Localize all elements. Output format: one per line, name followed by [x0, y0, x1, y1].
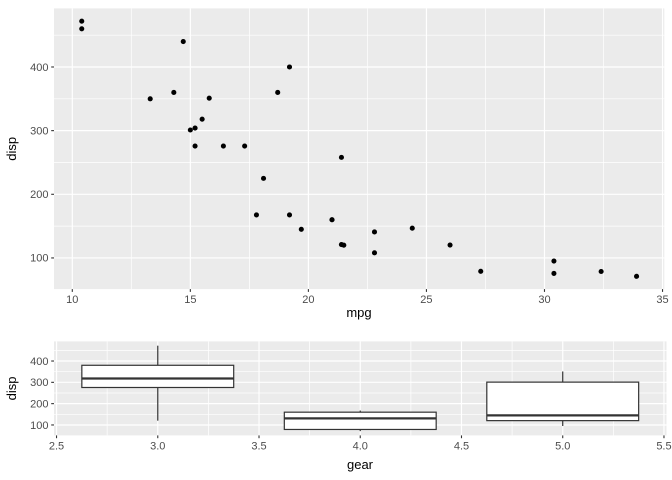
data-point [551, 258, 557, 264]
y-tick-label: 200 [30, 189, 48, 201]
scatter-x-axis-title: mpg [346, 305, 371, 320]
y-tick-label: 100 [30, 420, 48, 432]
data-point [338, 154, 344, 160]
data-point [286, 212, 293, 218]
boxplot-x-axis-title: gear [347, 457, 374, 472]
data-point [192, 125, 198, 131]
data-point [147, 96, 153, 102]
data-point [187, 127, 193, 133]
y-tick-label: 300 [30, 377, 48, 389]
panel-background [54, 8, 665, 290]
data-point [634, 273, 640, 279]
x-tick-label: 2.5 [49, 440, 64, 452]
x-tick-label: 4.5 [454, 440, 469, 452]
scatter-plot: 10 15 20 25 30 35 100 200 300 400 mpg disp [4, 8, 669, 320]
y-tick-label: 300 [30, 125, 48, 137]
x-tick-label: 5.5 [656, 440, 671, 452]
x-tick-label: 3.0 [150, 440, 165, 452]
data-point [551, 270, 557, 276]
data-point [171, 89, 177, 96]
data-point [286, 64, 293, 70]
data-point [253, 212, 259, 218]
data-point [409, 225, 415, 231]
data-point [180, 38, 186, 45]
y-tick-label: 400 [30, 356, 48, 368]
data-point [79, 26, 85, 32]
x-tick-label: 4.0 [353, 440, 368, 452]
x-tick-label: 30 [538, 294, 550, 306]
y-tick-label: 100 [30, 253, 48, 265]
data-point [206, 95, 212, 101]
data-point [79, 18, 85, 24]
x-tick-label: 15 [184, 294, 196, 306]
x-tick-label: 5.0 [555, 440, 570, 452]
data-point [371, 229, 378, 235]
scatter-y-axis-title: disp [4, 137, 19, 161]
scatter-points [79, 18, 640, 279]
boxplot-y-axis-title: disp [4, 376, 19, 400]
scatter-panel [54, 8, 665, 290]
data-point [338, 242, 344, 248]
data-point [371, 250, 378, 256]
y-tick-label: 400 [30, 62, 48, 74]
data-point [192, 143, 198, 149]
boxplot-y-axis: 100 200 300 400 [30, 356, 54, 432]
box [486, 381, 640, 422]
x-tick-label: 35 [656, 294, 668, 306]
data-point [298, 226, 304, 232]
data-point [447, 242, 453, 248]
x-tick-label: 3.5 [251, 440, 266, 452]
y-tick-label: 200 [30, 398, 48, 410]
data-point [260, 175, 267, 181]
data-point [478, 268, 484, 274]
scatter-x-axis: 10 15 20 25 30 35 [66, 289, 669, 306]
x-tick-label: 10 [66, 294, 78, 306]
box [283, 411, 437, 431]
scatter-y-axis: 100 200 300 400 [30, 62, 54, 265]
x-tick-label: 25 [420, 294, 432, 306]
box [81, 364, 235, 389]
boxplot-boxes [81, 345, 640, 432]
scatter-grid-minor [54, 8, 665, 290]
scatter-grid-major [54, 8, 665, 290]
data-point [329, 217, 335, 223]
boxplot-x-axis: 2.5 3.0 3.5 4.0 4.5 5.0 5.5 [49, 435, 672, 452]
x-tick-label: 20 [302, 294, 314, 306]
data-point [199, 116, 205, 122]
data-point [242, 143, 248, 149]
data-point [275, 89, 281, 96]
data-point [598, 268, 604, 275]
data-point [220, 143, 226, 149]
